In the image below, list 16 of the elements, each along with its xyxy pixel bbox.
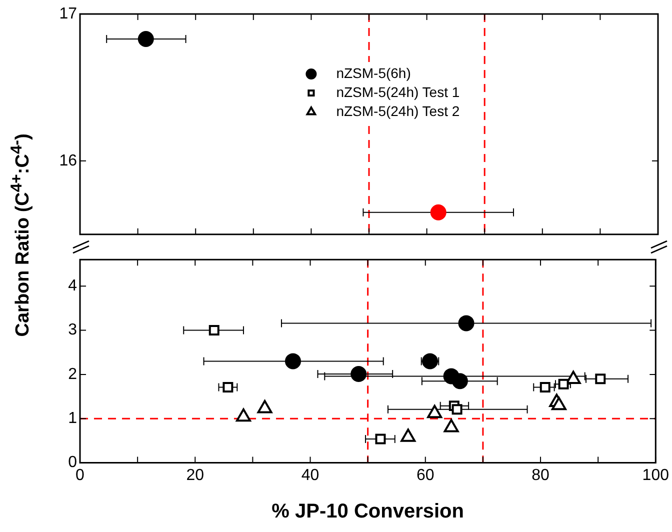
- y-tick-label: 2: [68, 366, 78, 383]
- y-tick-label: 0: [68, 454, 78, 472]
- legend-label: nZSM-5(24h) Test 2: [336, 102, 460, 119]
- x-tick-label: 60: [416, 466, 434, 484]
- y-tick-label: 17: [59, 5, 78, 22]
- legend-label: nZSM-5(24h) Test 1: [336, 84, 460, 100]
- x-tick-label: 80: [532, 466, 550, 484]
- legend-label: nZSM-5(6h): [336, 64, 411, 81]
- x-tick-label: 40: [301, 466, 320, 484]
- x-axis-title: % JP-10 Conversion: [272, 500, 464, 523]
- y-tick-label: 16: [59, 152, 78, 170]
- y-tick-label: 4: [68, 278, 78, 295]
- x-tick-label: 20: [186, 466, 204, 484]
- y-tick-label: 1: [68, 410, 78, 428]
- x-tick-label: 100: [642, 466, 670, 484]
- y-tick-label: 3: [68, 322, 78, 339]
